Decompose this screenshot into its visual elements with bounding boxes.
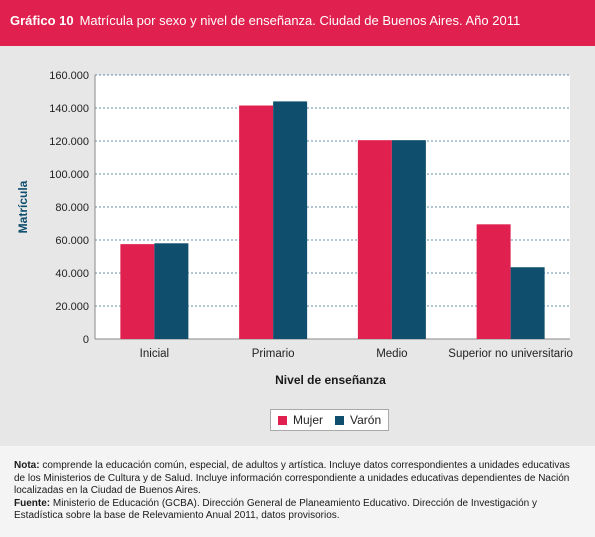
y-tick-label: 20.000: [55, 301, 89, 313]
x-axis-title: Nivel de enseñanza: [275, 373, 386, 387]
x-tick-label: Superior no universitario: [448, 348, 573, 360]
y-tick-label: 60.000: [55, 235, 89, 247]
y-tick-label: 160.000: [49, 70, 89, 82]
x-tick-label: Medio: [376, 348, 407, 360]
x-tick-label: Primario: [252, 348, 295, 360]
y-tick-label: 120.000: [49, 136, 89, 148]
bar-mujer: [239, 105, 274, 340]
chart-notes: Nota: comprende la educación común, espe…: [0, 446, 595, 537]
source-text: Ministerio de Educación (GCBA). Direcció…: [14, 497, 538, 522]
legend-swatch-varon: [335, 415, 345, 425]
y-tick-label: 80.000: [55, 202, 89, 214]
legend-label-varon: Varón: [350, 413, 382, 427]
bar-varon: [510, 267, 545, 339]
bar-varon: [154, 243, 189, 339]
bar-varon: [273, 101, 308, 340]
bar-mujer: [476, 224, 511, 339]
bar-varon: [391, 140, 426, 339]
x-tick-label: Inicial: [140, 348, 169, 360]
legend: Mujer Varón: [270, 409, 389, 431]
y-tick-label: 100.000: [49, 169, 89, 181]
source-label: Fuente:: [14, 497, 51, 509]
bar-chart: 0 20.000 40.000 60.000 80.000 100.000 120.000 1…: [16, 70, 573, 387]
chart-panel: 0 20.000 40.000 60.000 80.000 100.000 120.000 1…: [0, 46, 595, 446]
y-tick-label: 0: [83, 334, 89, 346]
y-axis-title: Matrícula: [16, 180, 30, 233]
legend-item-varon: Varón: [335, 413, 381, 427]
legend-item-mujer: Mujer: [278, 413, 323, 427]
bar-mujer: [120, 244, 155, 339]
y-tick-label: 140.000: [49, 103, 89, 115]
legend-swatch-mujer: [278, 415, 287, 425]
note-label: Nota:: [14, 460, 40, 471]
bar-mujer: [357, 140, 392, 339]
figure-label: Gráfico 10: [10, 13, 74, 28]
note-text: comprende la educación común, especial, …: [14, 460, 570, 496]
chart-title: Matrícula por sexo y nivel de enseñanza.…: [79, 13, 521, 28]
y-tick-label: 40.000: [55, 268, 89, 280]
chart-header: Gráfico 10 Matrícula por sexo y nivel de …: [0, 0, 595, 46]
note-paragraph: Nota: comprende la educación común, espe…: [14, 460, 581, 498]
source-paragraph: Fuente: Ministerio de Educación (GCBA). …: [14, 498, 581, 523]
legend-label-mujer: Mujer: [293, 413, 324, 427]
